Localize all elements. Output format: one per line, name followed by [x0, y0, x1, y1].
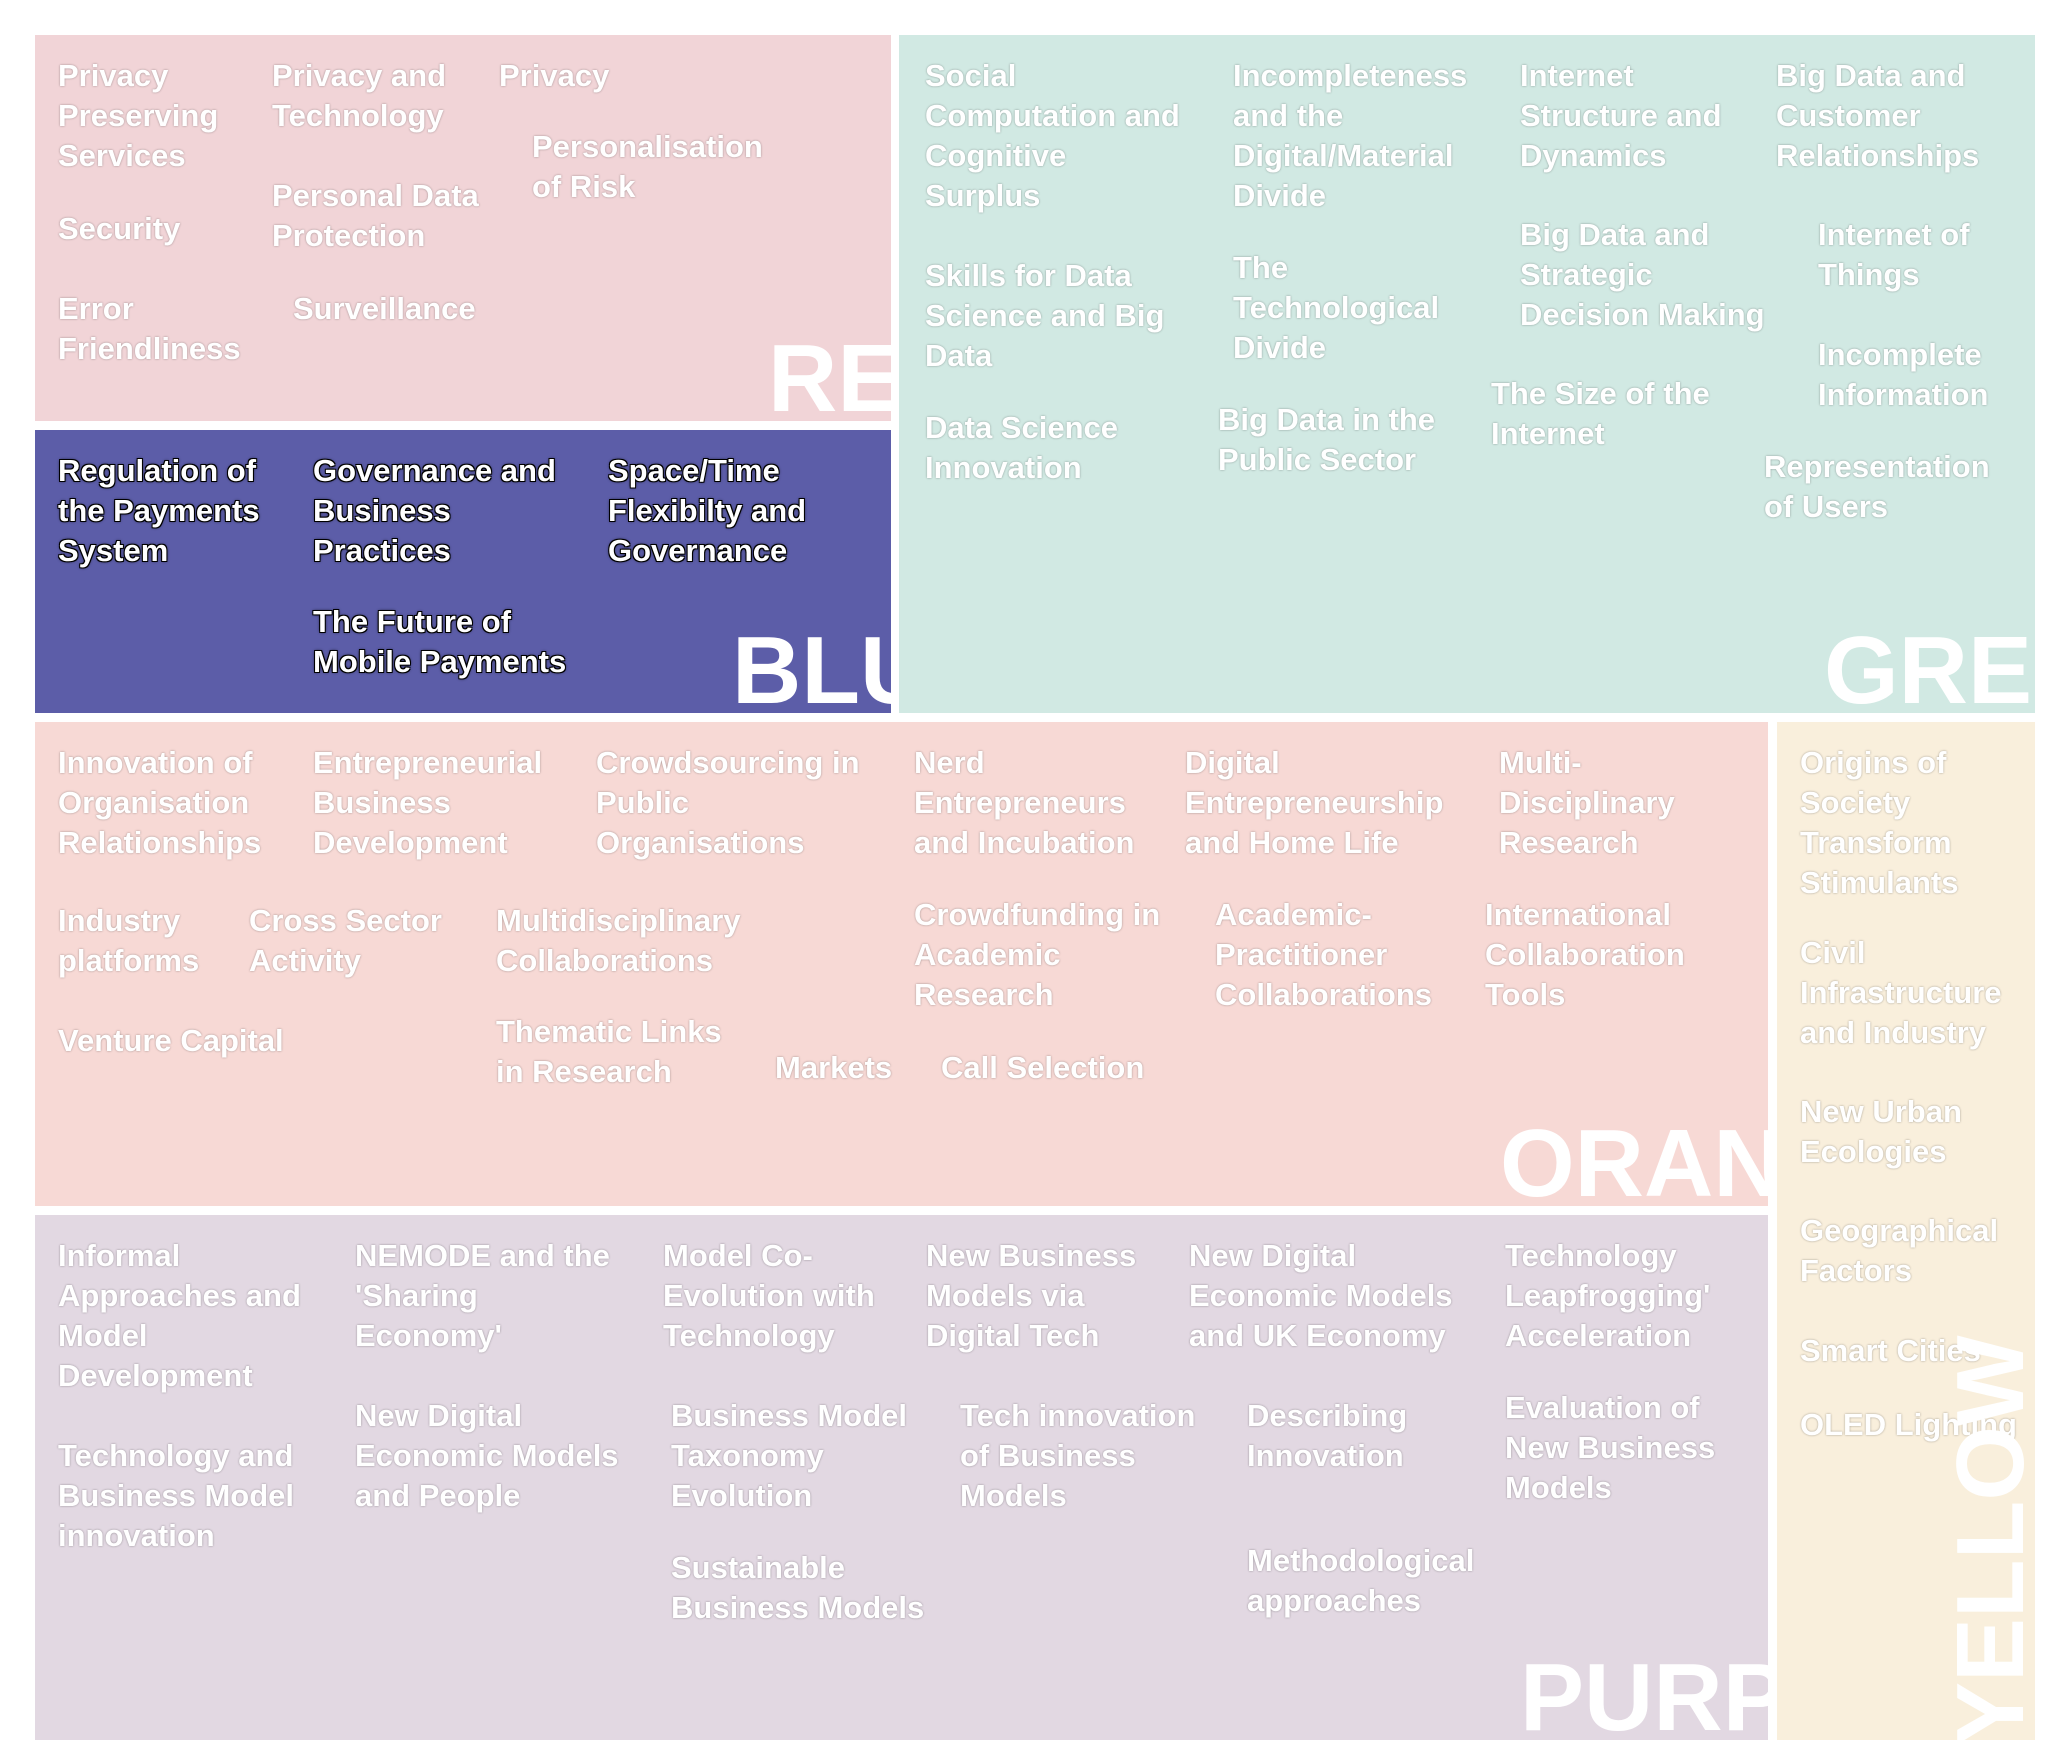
- topic-evaluation-new-business-models: Evaluation of New Business Models: [1505, 1390, 1716, 1505]
- topic-social-computation: Social Computation and Cognitive Surplus: [925, 58, 1180, 213]
- topic-new-business-models-digital-tech: New Business Models via Digital Tech: [926, 1238, 1137, 1353]
- topic-incompleteness-digital-material-divide: Incompleteness and the Digital/Material …: [1233, 58, 1468, 213]
- topic-data-science-innovation: Data Science Innovation: [925, 410, 1118, 485]
- topic-big-data-public-sector: Big Data in the Public Sector: [1218, 402, 1436, 477]
- topic-digital-entrepreneurship-home-life: Digital Entrepreneurship and Home Life: [1185, 745, 1444, 860]
- topic-surveillance: Surveillance: [293, 291, 476, 326]
- green-label: GREEN: [1824, 617, 2035, 714]
- topic-new-urban-ecologies: New Urban Ecologies: [1800, 1094, 1962, 1169]
- topic-governance-business-practices: Governance and Business Practices: [313, 453, 556, 568]
- topic-nerd-entrepreneurs: Nerd Entrepreneurs and Incubation: [914, 745, 1135, 860]
- topic-size-of-internet: The Size of the Internet: [1491, 376, 1710, 451]
- blue-theme-panel: Regulation of the Payments System Govern…: [35, 430, 891, 713]
- red-theme-panel: Privacy Preserving Services Security Err…: [35, 35, 891, 421]
- topic-internet-structure: Internet Structure and Dynamics: [1520, 58, 1722, 173]
- topic-big-data-customer-relationships: Big Data and Customer Relationships: [1776, 58, 1980, 173]
- topic-academic-practitioner-collaborations: Academic- Practitioner Collaborations: [1215, 897, 1433, 1012]
- topic-future-of-mobile-payments: The Future of Mobile Payments: [313, 604, 567, 679]
- topic-crowdsourcing-public-organisations: Crowdsourcing in Public Organisations: [596, 745, 860, 860]
- topic-regulation-payments-system: Regulation of the Payments System: [58, 453, 260, 568]
- topic-new-digital-economic-models-people: New Digital Economic Models and People: [355, 1398, 619, 1513]
- topic-markets: Markets: [775, 1050, 893, 1085]
- topic-sustainable-business-models: Sustainable Business Models: [671, 1550, 925, 1625]
- orange-theme-panel: Innovation of Organisation Relationships…: [35, 722, 1768, 1206]
- topic-smart-cities: Smart Cities: [1800, 1333, 1981, 1368]
- topic-error-friendliness: Error Friendliness: [58, 291, 241, 366]
- topic-nemode-sharing-economy: NEMODE and the 'Sharing Economy': [355, 1238, 610, 1353]
- topic-describing-innovation: Describing Innovation: [1247, 1398, 1408, 1473]
- topic-big-data-strategic-decision: Big Data and Strategic Decision Making: [1520, 217, 1765, 332]
- topic-representation-of-users: Representation of Users: [1764, 449, 1990, 524]
- topic-methodological-approaches: Methodological approaches: [1247, 1543, 1475, 1618]
- topic-crowdfunding-academic-research: Crowdfunding in Academic Research: [914, 897, 1161, 1012]
- yellow-label: YELLOW: [1937, 1335, 2035, 1740]
- purple-label: PURPLE: [1520, 1644, 1768, 1741]
- topic-multidisciplinary-collaborations: Multidisciplinary Collaborations: [496, 903, 741, 978]
- topic-origins-of-society: Origins of Society Transform Stimulants: [1800, 745, 1959, 900]
- topic-model-co-evolution: Model Co- Evolution with Technology: [663, 1238, 875, 1353]
- topic-incomplete-information: Incomplete Information: [1818, 337, 1989, 412]
- topic-tech-innovation-business-models: Tech innovation of Business Models: [960, 1398, 1196, 1513]
- red-label: RED: [768, 325, 891, 422]
- topic-privacy: Privacy: [499, 58, 610, 93]
- topic-technology-business-model-innovation: Technology and Business Model innovation: [58, 1438, 294, 1553]
- topic-entrepreneurial-business-development: Entrepreneurial Business Development: [313, 745, 543, 860]
- green-theme-panel: Social Computation and Cognitive Surplus…: [899, 35, 2035, 713]
- topic-multi-disciplinary-research: Multi- Disciplinary Research: [1499, 745, 1675, 860]
- topic-international-collaboration-tools: International Collaboration Tools: [1485, 897, 1685, 1012]
- topic-space-time-flexibility: Space/Time Flexibilty and Governance: [608, 453, 807, 568]
- topic-civil-infrastructure: Civil Infrastructure and Industry: [1800, 935, 2002, 1050]
- topic-informal-approaches: Informal Approaches and Model Developmen…: [58, 1238, 301, 1393]
- topic-call-selection: Call Selection: [941, 1050, 1145, 1085]
- topic-industry-platforms: Industry platforms: [58, 903, 200, 978]
- topic-privacy-preserving-services: Privacy Preserving Services: [58, 58, 219, 173]
- yellow-theme-panel: Origins of Society Transform Stimulants …: [1777, 722, 2035, 1740]
- topic-privacy-and-technology: Privacy and Technology: [272, 58, 447, 133]
- topic-internet-of-things: Internet of Things: [1818, 217, 1970, 292]
- topic-personalisation-of-risk: Personalisation of Risk: [532, 129, 763, 204]
- topic-venture-capital: Venture Capital: [58, 1023, 284, 1058]
- topic-thematic-links-research: Thematic Links in Research: [496, 1014, 722, 1089]
- orange-label: ORANGE: [1500, 1110, 1768, 1207]
- topic-innovation-organisation-relationships: Innovation of Organisation Relationships: [58, 745, 262, 860]
- topic-technological-divide: The Technological Divide: [1233, 250, 1440, 365]
- topic-technology-leapfrogging: Technology Leapfrogging' Acceleration: [1505, 1238, 1711, 1353]
- topic-geographical-factors: Geographical Factors: [1800, 1213, 1999, 1288]
- topic-oled-lighting: OLED Lighting: [1800, 1407, 2017, 1442]
- purple-theme-panel: Informal Approaches and Model Developmen…: [35, 1215, 1768, 1740]
- topic-skills-for-data-science: Skills for Data Science and Big Data: [925, 258, 1165, 373]
- topic-cross-sector-activity: Cross Sector Activity: [249, 903, 442, 978]
- topic-new-digital-economic-models-uk: New Digital Economic Models and UK Econo…: [1189, 1238, 1453, 1353]
- topic-personal-data-protection: Personal Data Protection: [272, 178, 479, 253]
- topic-business-model-taxonomy: Business Model Taxonomy Evolution: [671, 1398, 907, 1513]
- blue-label: BLUE: [732, 617, 891, 714]
- topic-security: Security: [58, 211, 181, 246]
